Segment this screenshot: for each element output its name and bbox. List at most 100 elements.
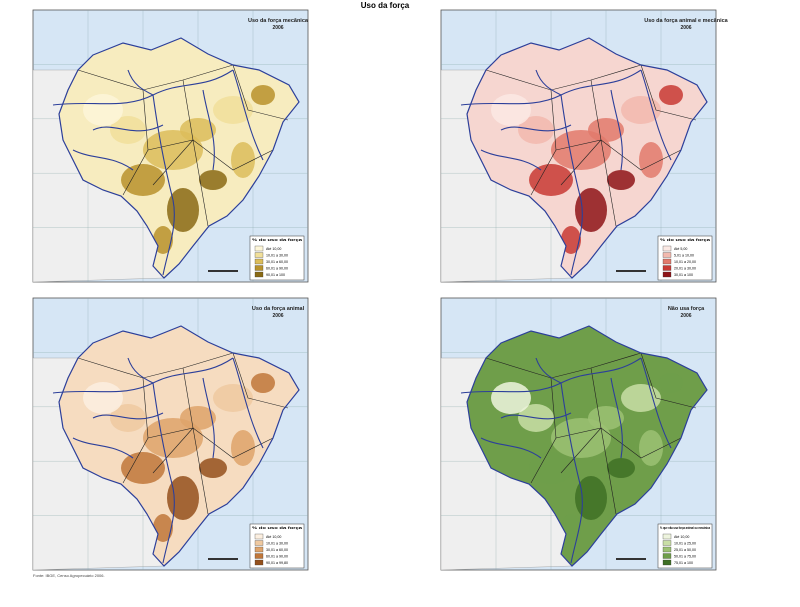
region xyxy=(213,96,253,124)
river xyxy=(610,89,623,171)
region xyxy=(621,96,661,124)
region xyxy=(251,373,275,393)
state-border xyxy=(77,64,234,91)
region xyxy=(551,418,611,458)
legend-label: 50,01 a 75,00 xyxy=(674,555,696,559)
region xyxy=(143,130,203,170)
legend-label: 30,01 a 60,00 xyxy=(266,548,288,552)
legend-swatch xyxy=(662,559,672,566)
state-border xyxy=(590,79,682,171)
legend-swatch xyxy=(662,533,672,540)
region xyxy=(231,430,255,466)
panel-title: Não usa força xyxy=(668,306,705,312)
region xyxy=(231,142,255,178)
river xyxy=(232,69,264,161)
region xyxy=(199,170,227,190)
river xyxy=(162,199,175,276)
legend-label: 10,01 a 30,00 xyxy=(266,254,288,258)
legend: % do uso da força Até 5,00 5,01 a 10,00 10,… xyxy=(657,235,713,281)
state-border xyxy=(152,139,194,186)
choropleth xyxy=(491,373,683,542)
legend-label: Até 10,00 xyxy=(266,247,281,251)
region xyxy=(213,384,253,412)
river xyxy=(640,69,672,161)
legend: % que não usa força animal ou mecânica At… xyxy=(657,523,713,569)
country-border xyxy=(466,37,708,279)
region xyxy=(167,188,199,232)
panel-title: Uso da força mecânica xyxy=(248,18,309,24)
legend-label: 60,01 a 90,00 xyxy=(266,267,288,271)
legend-swatch xyxy=(254,252,264,258)
river xyxy=(92,412,164,420)
region xyxy=(639,142,663,178)
river xyxy=(570,199,583,276)
region xyxy=(607,458,635,478)
river xyxy=(570,487,583,564)
region xyxy=(251,85,275,105)
choropleth xyxy=(83,85,275,254)
state-border xyxy=(232,64,289,121)
legend-label: Até 10,00 xyxy=(674,535,689,539)
legend-label: 5,01 a 10,00 xyxy=(674,254,694,258)
river xyxy=(127,357,154,384)
region xyxy=(121,164,165,196)
country-border xyxy=(58,325,300,567)
state-border xyxy=(232,352,289,409)
legend-title: % do uso da força xyxy=(252,238,302,242)
legend-title: % do uso da força xyxy=(660,238,710,242)
river xyxy=(480,149,542,171)
region xyxy=(199,458,227,478)
river xyxy=(152,94,174,201)
river xyxy=(232,357,264,449)
river xyxy=(72,149,134,171)
legend-label: 10,01 a 30,00 xyxy=(266,542,288,546)
river xyxy=(640,357,672,449)
state-border xyxy=(152,427,194,474)
panel-year: 2006 xyxy=(272,25,283,31)
region xyxy=(588,406,624,430)
legend-swatch xyxy=(662,540,672,546)
region xyxy=(83,94,123,126)
river xyxy=(535,357,562,384)
region xyxy=(575,476,607,520)
region xyxy=(83,382,123,414)
legend-swatch xyxy=(254,553,264,559)
state-border xyxy=(77,352,234,379)
region xyxy=(659,85,683,105)
river xyxy=(500,412,572,420)
region xyxy=(143,418,203,458)
legend-swatch xyxy=(662,271,672,278)
legend-swatch xyxy=(662,265,672,271)
legend-label: 30,01 a 60,00 xyxy=(266,260,288,264)
state-border xyxy=(182,79,274,171)
panel-year: 2006 xyxy=(680,313,691,319)
legend-swatch xyxy=(662,245,672,252)
legend-label: 10,01 a 25,00 xyxy=(674,542,696,546)
legend-swatch xyxy=(662,252,672,258)
region xyxy=(588,118,624,142)
river xyxy=(535,69,562,96)
scale-bar xyxy=(616,270,646,272)
river xyxy=(500,124,572,132)
river xyxy=(610,377,623,459)
legend-label: 90,01 a 99,80 xyxy=(266,561,288,565)
river xyxy=(560,382,582,489)
legend-swatch xyxy=(254,533,264,540)
country-border xyxy=(58,37,300,279)
legend-swatch xyxy=(662,553,672,559)
legend-title: % do uso da força xyxy=(252,526,302,530)
legend-swatch xyxy=(254,559,264,566)
river xyxy=(152,382,174,489)
region xyxy=(607,170,635,190)
river xyxy=(202,89,215,171)
state-border xyxy=(560,427,602,474)
legend-swatch xyxy=(254,546,264,553)
legend: % do uso da força Até 10,00 10,01 a 30,00 3… xyxy=(249,523,305,569)
river xyxy=(202,377,215,459)
legend-swatch xyxy=(254,245,264,252)
